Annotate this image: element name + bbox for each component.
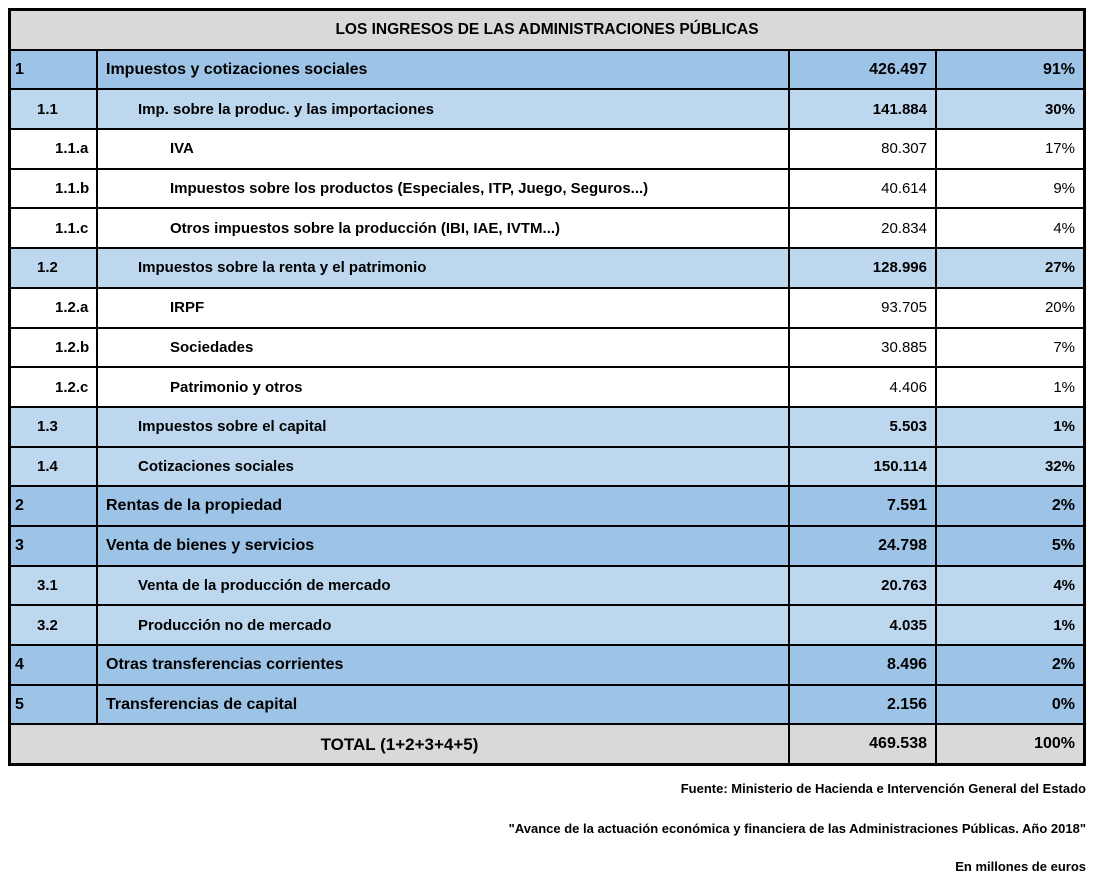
row-value: 4.406 — [790, 368, 935, 406]
row-value: 80.307 — [790, 130, 935, 168]
revenue-table: LOS INGRESOS DE LAS ADMINISTRACIONES PÚB… — [8, 8, 1086, 767]
total-percent: 100% — [937, 725, 1083, 764]
row-value: 2.156 — [790, 685, 935, 724]
row-percent: 2% — [937, 487, 1083, 525]
table-title: LOS INGRESOS DE LAS ADMINISTRACIONES PÚB… — [11, 11, 1083, 49]
row-label: Producción no de mercado — [98, 606, 788, 644]
row-percent: 91% — [937, 50, 1083, 89]
row-value: 150.114 — [790, 447, 935, 486]
row-label: IRPF — [98, 288, 788, 327]
row-value: 8.496 — [790, 646, 935, 684]
row-code: 1.1.b — [11, 169, 96, 208]
row-value: 4.035 — [790, 606, 935, 644]
row-code: 1.2 — [11, 249, 96, 287]
row-percent: 1% — [937, 407, 1083, 446]
row-value: 128.996 — [790, 249, 935, 287]
row-label: Transferencias de capital — [98, 685, 788, 724]
row-value: 30.885 — [790, 328, 935, 367]
total-label: TOTAL (1+2+3+4+5) — [11, 725, 788, 764]
reference-note: "Avance de la actuación económica y fina… — [508, 821, 1086, 837]
footnotes: Fuente: Ministerio de Hacienda e Interve… — [8, 781, 1086, 875]
row-label: Otros impuestos sobre la producción (IBI… — [98, 209, 788, 248]
row-code: 1.1 — [11, 90, 96, 129]
row-value: 24.798 — [790, 526, 935, 565]
row-percent: 1% — [937, 368, 1083, 406]
row-code: 3.2 — [11, 606, 96, 644]
row-percent: 30% — [937, 90, 1083, 129]
row-percent: 5% — [937, 526, 1083, 565]
row-label: Cotizaciones sociales — [98, 447, 788, 486]
row-percent: 4% — [937, 566, 1083, 605]
row-label: Sociedades — [98, 328, 788, 367]
row-label: Venta de la producción de mercado — [98, 566, 788, 605]
row-label: IVA — [98, 130, 788, 168]
row-percent: 1% — [937, 606, 1083, 644]
row-percent: 7% — [937, 328, 1083, 367]
row-label: Patrimonio y otros — [98, 368, 788, 406]
row-percent: 20% — [937, 288, 1083, 327]
row-percent: 9% — [937, 169, 1083, 208]
row-label: Venta de bienes y servicios — [98, 526, 788, 565]
row-code: 1.2.a — [11, 288, 96, 327]
row-code: 1 — [11, 50, 96, 89]
row-label: Rentas de la propiedad — [98, 487, 788, 525]
row-label: Impuestos sobre la renta y el patrimonio — [98, 249, 788, 287]
row-percent: 2% — [937, 646, 1083, 684]
row-code: 1.1.c — [11, 209, 96, 248]
units-note: En millones de euros — [955, 859, 1086, 875]
row-percent: 4% — [937, 209, 1083, 248]
row-code: 3 — [11, 526, 96, 565]
row-value: 7.591 — [790, 487, 935, 525]
row-code: 1.2.c — [11, 368, 96, 406]
row-label: Otras transferencias corrientes — [98, 646, 788, 684]
source-note: Fuente: Ministerio de Hacienda e Interve… — [680, 781, 1086, 797]
row-code: 1.2.b — [11, 328, 96, 367]
row-value: 426.497 — [790, 50, 935, 89]
row-label: Impuestos y cotizaciones sociales — [98, 50, 788, 89]
row-value: 141.884 — [790, 90, 935, 129]
row-value: 20.763 — [790, 566, 935, 605]
row-code: 2 — [11, 487, 96, 525]
row-code: 1.4 — [11, 447, 96, 486]
row-label: Imp. sobre la produc. y las importacione… — [98, 90, 788, 129]
row-value: 40.614 — [790, 169, 935, 208]
row-code: 1.3 — [11, 407, 96, 446]
row-code: 1.1.a — [11, 130, 96, 168]
row-code: 3.1 — [11, 566, 96, 605]
row-percent: 27% — [937, 249, 1083, 287]
row-value: 5.503 — [790, 407, 935, 446]
row-label: Impuestos sobre los productos (Especiale… — [98, 169, 788, 208]
row-percent: 17% — [937, 130, 1083, 168]
row-code: 4 — [11, 646, 96, 684]
row-percent: 32% — [937, 447, 1083, 486]
total-value: 469.538 — [790, 725, 935, 764]
row-label: Impuestos sobre el capital — [98, 407, 788, 446]
row-value: 93.705 — [790, 288, 935, 327]
row-percent: 0% — [937, 685, 1083, 724]
row-value: 20.834 — [790, 209, 935, 248]
row-code: 5 — [11, 685, 96, 724]
